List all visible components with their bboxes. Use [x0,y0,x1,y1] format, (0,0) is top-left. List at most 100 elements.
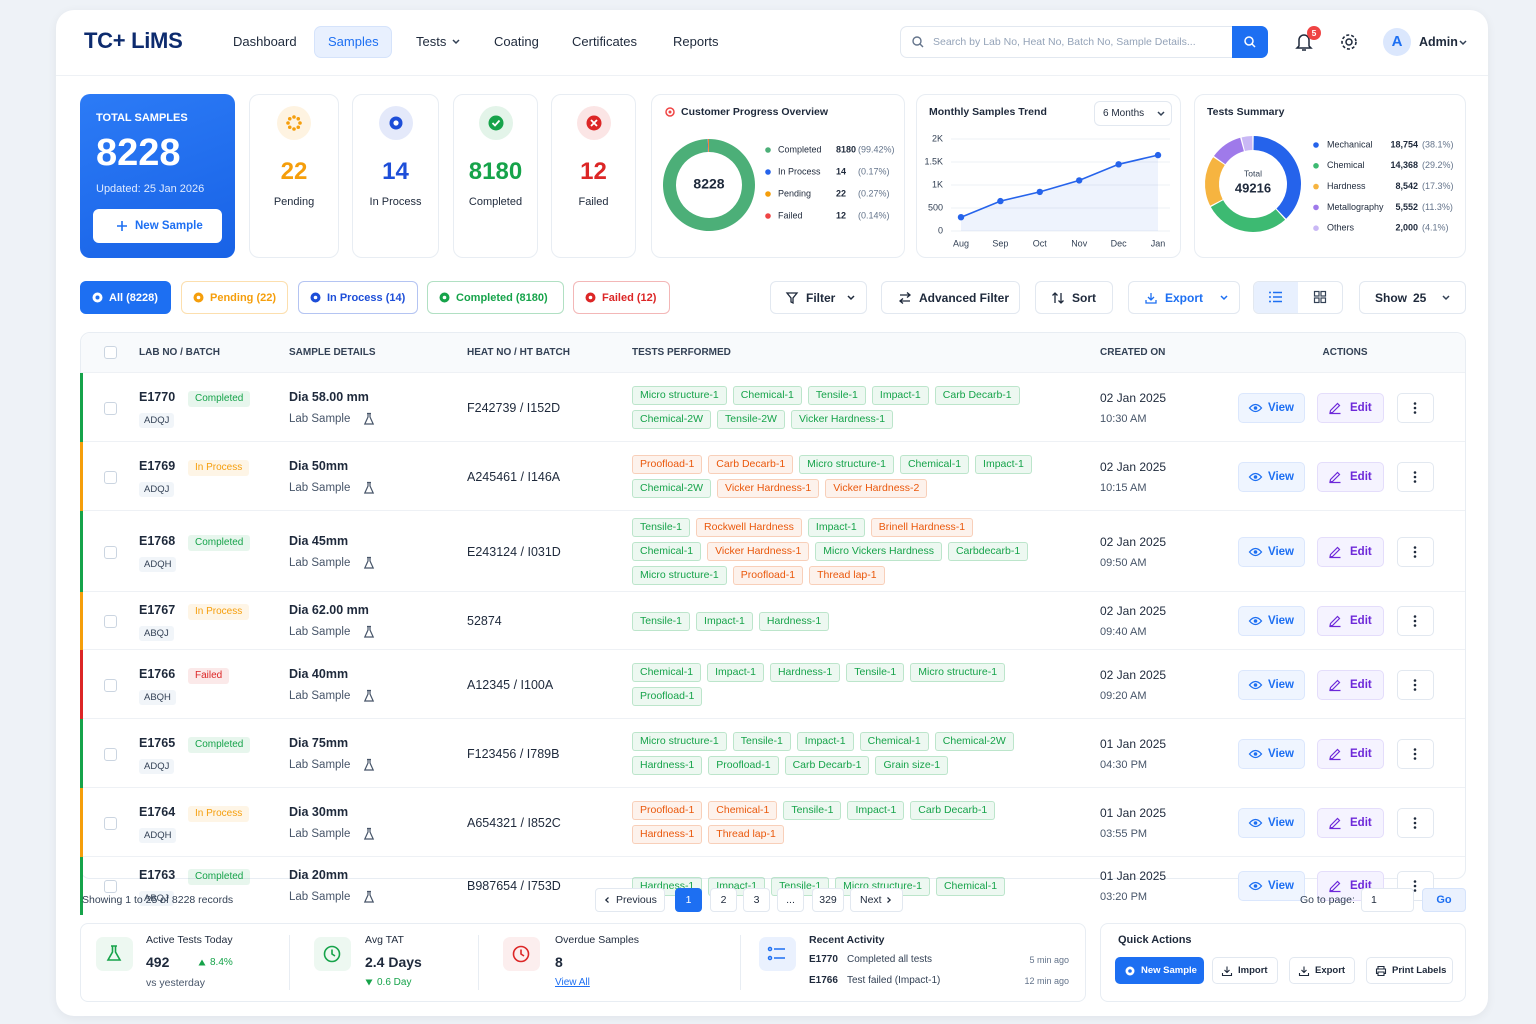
edit-button[interactable] [1317,738,1384,769]
flask-icon [363,689,375,702]
page-button[interactable] [777,888,804,912]
nav-item[interactable]: Certificates [572,34,638,49]
edit-button[interactable] [1317,669,1384,700]
checkbox[interactable] [104,401,117,415]
next-chevron [887,897,892,903]
stat-icon [389,116,402,130]
created-time: 04:30 PM [1100,758,1148,771]
created-date: 02 Jan 2025 [1100,667,1167,682]
checkbox[interactable] [104,816,117,830]
total-value: 8228 [96,132,181,174]
nav-item[interactable]: Coating [494,34,539,49]
toolbar-button[interactable] [1035,281,1113,314]
test-tag: Vicker Hardness-2 [825,479,928,498]
row-divider [83,856,1465,857]
flask-icon [363,827,375,840]
summary-value: 2.4 Days [365,954,422,970]
edit-label: Edit [1350,615,1372,627]
edit-button[interactable] [1317,536,1384,567]
range-dropdown[interactable] [1094,101,1172,126]
test-tag: Vicker Hardness-1 [790,410,894,429]
toolbar-label: Export [1165,290,1204,305]
logo: TC+ LiMS [84,28,183,53]
toolbar-button[interactable] [770,281,867,314]
batch-code: ABQH [139,689,176,705]
quick-action-button[interactable] [1212,957,1278,984]
checkbox[interactable] [104,678,117,692]
prev-chevron [604,897,609,903]
kebab-icon [1413,816,1417,829]
quick-action-label: New Sample [1141,964,1197,976]
pencil-icon [1329,471,1341,483]
go-button[interactable] [1422,888,1466,912]
edit-button[interactable] [1317,606,1384,636]
page-button[interactable] [710,888,737,912]
row-divider [83,787,1465,788]
trend-arrow [198,959,206,966]
test-tag: Rockwell Hardness [696,518,802,537]
view-button[interactable] [1238,807,1305,838]
test-tags: Proofload-1 Chemical-1 Tensile-1 Impact-1 Ca… [632,801,1034,844]
edit-button[interactable] [1317,392,1384,423]
nav-item[interactable]: Reports [673,34,719,49]
quick-action-icon [1125,966,1135,976]
filter-chip[interactable] [427,281,564,314]
page-button[interactable] [743,888,770,912]
goto-input[interactable] [1361,888,1414,912]
sample-details: Dia 40mm [289,666,349,681]
quick-action-button[interactable] [1366,957,1453,984]
checkbox[interactable] [104,880,117,893]
row-divider [83,718,1465,719]
toolbar-label: Advanced Filter [919,290,1010,305]
status-badge: In Process [188,805,250,822]
status-badge: Completed [188,390,251,407]
lab-no: E1767 [139,603,176,617]
activity-id: E1766 [809,975,838,986]
nav-item[interactable]: Samples [328,34,379,49]
nav-item[interactable]: Tests [416,34,447,49]
test-tags: Micro structure-1 Chemical-1 Tensile-1 Impa… [632,386,1034,429]
search-button[interactable] [1232,26,1268,58]
go-label: Go [1436,894,1452,906]
quick-action-button[interactable] [1289,957,1355,984]
summary-link[interactable]: View All [555,977,590,988]
sample-details: Dia 62.00 mm [289,603,369,617]
avatar[interactable] [1383,28,1411,56]
eye-icon [1248,881,1263,891]
checkbox[interactable] [104,615,117,628]
toolbar-icon [898,291,912,304]
summary-icon [106,945,122,961]
view-button[interactable] [1238,669,1305,700]
search-placeholder: Search by Lab No, Heat No, Batch No, Sam… [933,36,1196,48]
edit-button[interactable] [1317,807,1384,838]
page-button[interactable] [812,888,844,912]
page-button[interactable] [675,888,702,912]
summary-change: 0.6 Day [377,977,412,988]
view-button[interactable] [1238,392,1305,423]
next-button[interactable] [850,888,903,912]
status-badge: In Process [188,604,250,620]
edit-button[interactable] [1317,461,1384,492]
toolbar-button[interactable] [1128,281,1240,314]
kebab-icon [1413,678,1417,691]
test-tag: Chemical-1 [732,386,802,405]
checkbox[interactable] [104,747,117,761]
search-icon [912,36,924,48]
kebab-icon [1413,470,1417,483]
kebab-icon [1413,615,1417,627]
toolbar-label: Sort [1072,290,1096,305]
checkbox[interactable] [104,470,117,484]
title-icon [665,107,675,117]
stat-label: Failed [578,196,609,208]
new-sample-button[interactable] [93,209,222,243]
test-tag: Chemical-1 [859,732,929,751]
checkbox[interactable] [104,545,117,559]
stat-label: In Process [369,196,422,208]
toolbar-button[interactable] [881,281,1020,314]
flask-icon [363,481,375,494]
column-header: ACTIONS [1322,347,1368,358]
created-time: 09:20 AM [1100,689,1147,702]
checkbox[interactable] [104,346,117,359]
nav-item[interactable]: Dashboard [233,34,297,49]
search-box[interactable] [900,26,1268,58]
